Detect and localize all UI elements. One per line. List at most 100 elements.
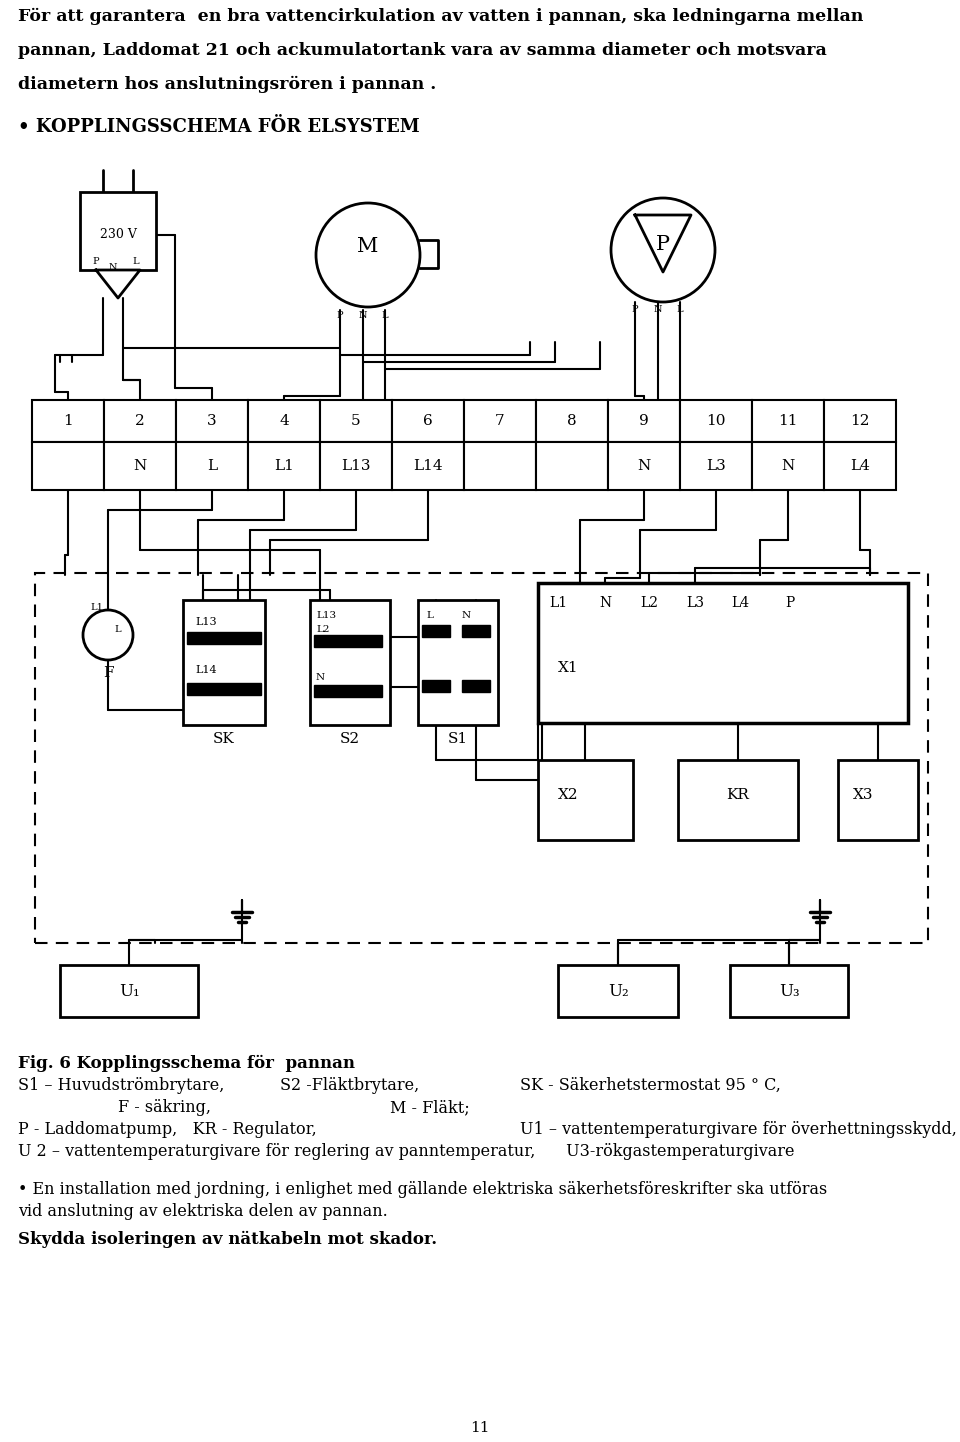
Bar — [462, 681, 490, 692]
Text: P: P — [93, 258, 99, 267]
Text: 6: 6 — [423, 414, 433, 428]
Bar — [680, 443, 752, 490]
Text: U₂: U₂ — [608, 982, 628, 999]
Text: KR: KR — [727, 787, 750, 802]
Text: L: L — [132, 258, 139, 267]
Bar — [418, 600, 498, 725]
Text: U1 – vattentemperaturgivare för överhettningsskydd,: U1 – vattentemperaturgivare för överhett… — [520, 1120, 957, 1138]
Text: N: N — [462, 610, 471, 620]
Text: 3: 3 — [207, 414, 217, 428]
Text: SK: SK — [213, 733, 235, 746]
Bar — [187, 632, 261, 645]
Bar — [536, 399, 608, 443]
Bar — [392, 443, 464, 490]
Text: L14: L14 — [195, 665, 217, 675]
Text: N: N — [637, 459, 651, 473]
Text: N: N — [781, 459, 795, 473]
Text: N: N — [108, 262, 117, 271]
Bar — [248, 399, 320, 443]
Text: N: N — [654, 306, 662, 314]
Bar — [536, 443, 608, 490]
Text: N: N — [133, 459, 147, 473]
Polygon shape — [96, 270, 140, 298]
Bar — [80, 192, 156, 270]
Text: X1: X1 — [558, 660, 579, 675]
Text: P: P — [632, 306, 638, 314]
Text: 9: 9 — [639, 414, 649, 428]
Bar — [678, 760, 798, 841]
Text: L: L — [426, 610, 433, 620]
Text: L2: L2 — [640, 596, 658, 610]
Text: L: L — [677, 306, 684, 314]
Bar — [248, 443, 320, 490]
Bar — [558, 965, 678, 1017]
Bar — [320, 443, 392, 490]
Text: Fig. 6 Kopplingsschema för  pannan: Fig. 6 Kopplingsschema för pannan — [18, 1056, 355, 1073]
Text: P: P — [656, 235, 670, 254]
Text: 2: 2 — [135, 414, 145, 428]
Bar — [104, 443, 176, 490]
Text: 5: 5 — [351, 414, 361, 428]
Text: vid anslutning av elektriska delen av pannan.: vid anslutning av elektriska delen av pa… — [18, 1203, 388, 1220]
Text: L4: L4 — [850, 459, 870, 473]
Bar — [752, 399, 824, 443]
Text: N: N — [599, 596, 612, 610]
Bar — [538, 760, 633, 841]
Bar — [538, 583, 908, 722]
Bar — [314, 685, 382, 696]
Text: 10: 10 — [707, 414, 726, 428]
Bar — [32, 443, 104, 490]
Bar — [464, 399, 536, 443]
Bar — [392, 399, 464, 443]
Text: S2: S2 — [340, 733, 360, 746]
Text: 1: 1 — [63, 414, 73, 428]
Text: • KOPPLINGSSCHEMA FÖR ELSYSTEM: • KOPPLINGSSCHEMA FÖR ELSYSTEM — [18, 118, 420, 136]
Text: L: L — [382, 310, 388, 320]
Bar — [752, 443, 824, 490]
Text: F: F — [103, 666, 113, 681]
Text: L: L — [207, 459, 217, 473]
Text: L1: L1 — [549, 596, 567, 610]
Polygon shape — [635, 215, 691, 273]
Bar — [608, 399, 680, 443]
Bar — [680, 399, 752, 443]
Text: 11: 11 — [470, 1420, 490, 1435]
Text: 11: 11 — [779, 414, 798, 428]
Bar — [183, 600, 265, 725]
Bar — [104, 399, 176, 443]
Text: 4: 4 — [279, 414, 289, 428]
Bar — [60, 965, 198, 1017]
Text: L: L — [114, 626, 121, 634]
Bar — [464, 443, 536, 490]
Text: P - Laddomatpump,   KR - Regulator,: P - Laddomatpump, KR - Regulator, — [18, 1120, 317, 1138]
Text: U 2 – vattentemperaturgivare för reglering av panntemperatur,      U3-rökgastemp: U 2 – vattentemperaturgivare för regleri… — [18, 1144, 795, 1159]
Bar — [314, 634, 382, 647]
Bar — [838, 760, 918, 841]
Bar — [824, 399, 896, 443]
Text: U₃: U₃ — [779, 982, 800, 999]
Text: N: N — [359, 310, 368, 320]
Text: L13: L13 — [341, 459, 371, 473]
Bar — [176, 399, 248, 443]
Text: diametern hos anslutningsrören i pannan .: diametern hos anslutningsrören i pannan … — [18, 76, 436, 94]
Text: För att garantera  en bra vattencirkulation av vatten i pannan, ska ledningarna : För att garantera en bra vattencirkulati… — [18, 9, 863, 25]
Text: pannan, Laddomat 21 och ackumulatortank vara av samma diameter och motsvara: pannan, Laddomat 21 och ackumulatortank … — [18, 42, 827, 59]
Bar — [310, 600, 390, 725]
Text: P: P — [337, 310, 344, 320]
Text: L2: L2 — [316, 626, 329, 634]
Bar — [187, 684, 261, 695]
Bar — [422, 681, 450, 692]
Text: L13: L13 — [195, 617, 217, 627]
Circle shape — [611, 198, 715, 301]
Text: SK - Säkerhetstermostat 95 ° C,: SK - Säkerhetstermostat 95 ° C, — [520, 1077, 780, 1094]
Text: S1 – Huvudströmbrytare,: S1 – Huvudströmbrytare, — [18, 1077, 225, 1094]
Text: N: N — [316, 672, 325, 682]
Text: • En installation med jordning, i enlighet med gällande elektriska säkerhetsföre: • En installation med jordning, i enligh… — [18, 1181, 828, 1198]
Bar — [176, 443, 248, 490]
Text: L14: L14 — [413, 459, 443, 473]
Bar — [824, 443, 896, 490]
Bar — [608, 443, 680, 490]
Text: 7: 7 — [495, 414, 505, 428]
Text: L4: L4 — [731, 596, 749, 610]
Circle shape — [316, 203, 420, 307]
